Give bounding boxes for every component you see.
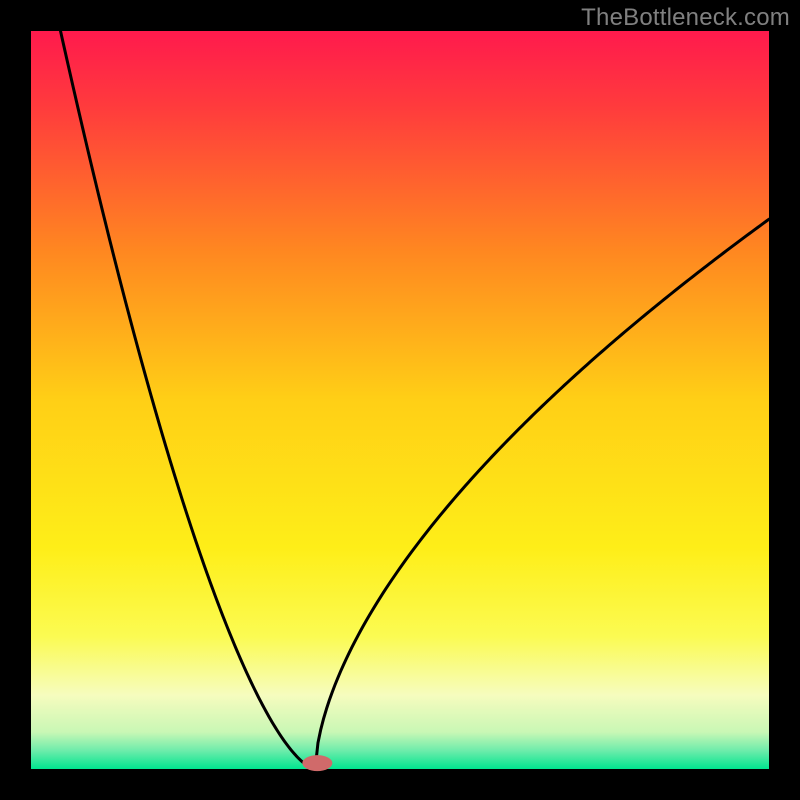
chart-container: TheBottleneck.com [0, 0, 800, 800]
chart-plot-area [31, 31, 769, 769]
watermark-text: TheBottleneck.com [581, 4, 790, 32]
current-position-marker [302, 755, 332, 771]
bottleneck-chart-svg [0, 0, 800, 800]
